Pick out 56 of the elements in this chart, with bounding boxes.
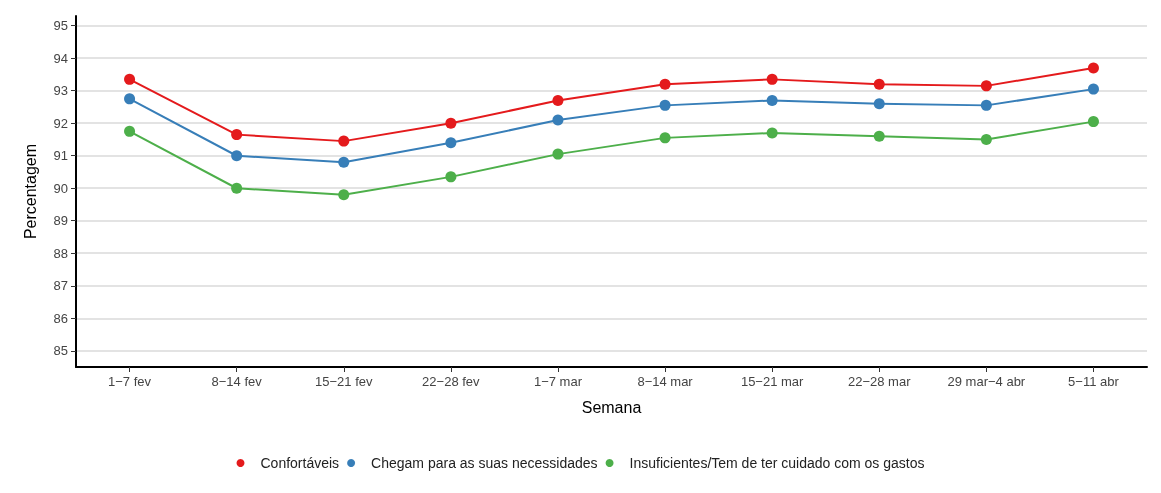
x-tick-label: 22−28 fev xyxy=(422,374,481,389)
x-tick-label: 5−11 abr xyxy=(1068,374,1120,389)
y-tick-label: 87 xyxy=(53,278,68,294)
y-tick-label: 95 xyxy=(53,18,68,34)
point xyxy=(124,73,136,85)
y-tick-label: 86 xyxy=(53,310,68,326)
point xyxy=(766,73,778,85)
point xyxy=(873,98,885,110)
point xyxy=(980,80,992,92)
y-tick-label: 88 xyxy=(53,245,68,261)
y-tick-label: 85 xyxy=(53,343,68,359)
y-tick-label: 89 xyxy=(53,213,68,229)
x-tick-label: 8−14 mar xyxy=(637,374,694,389)
point xyxy=(766,95,778,106)
point xyxy=(659,99,671,111)
y-axis-title: Percentagem xyxy=(21,143,39,240)
point xyxy=(873,130,885,142)
point xyxy=(338,135,350,147)
y-tick-label: 94 xyxy=(53,50,68,66)
y-tick-label: 93 xyxy=(53,83,68,99)
point xyxy=(231,129,243,141)
x-tick-label: 8−14 fev xyxy=(211,374,263,389)
point xyxy=(980,134,992,145)
point xyxy=(338,189,350,201)
y-tick-label: 92 xyxy=(53,115,68,131)
x-tick-label: 29 mar−4 abr xyxy=(947,374,1026,389)
x-tick-label: 15−21 mar xyxy=(740,374,805,389)
y-tick-label: 90 xyxy=(53,180,68,196)
point xyxy=(552,148,564,160)
point xyxy=(124,125,136,137)
point xyxy=(1087,62,1099,74)
legend-label: Confortáveis xyxy=(260,455,340,471)
point xyxy=(231,150,243,162)
point xyxy=(980,99,992,111)
point xyxy=(445,171,457,183)
point xyxy=(338,156,350,168)
x-tick-label: 22−28 mar xyxy=(847,374,912,389)
legend-label: Insuficientes/Tem de ter cuidado com os gastos xyxy=(629,455,925,471)
point xyxy=(1087,116,1099,128)
point xyxy=(552,114,564,126)
point xyxy=(659,132,671,144)
x-axis-title: Semana xyxy=(581,398,642,416)
point xyxy=(231,182,243,194)
point xyxy=(766,127,778,139)
x-tick-label: 1−7 fev xyxy=(108,374,152,389)
point xyxy=(659,78,671,90)
point xyxy=(873,78,885,90)
point xyxy=(124,93,136,105)
x-tick-label: 15−21 fev xyxy=(315,374,373,389)
point xyxy=(445,117,457,129)
point xyxy=(445,137,457,149)
legend-label: Chegam para as suas necessidades xyxy=(371,455,598,471)
y-tick-label: 91 xyxy=(53,148,68,164)
point xyxy=(552,95,564,106)
point xyxy=(1087,83,1099,95)
x-tick-label: 1−7 mar xyxy=(533,374,583,389)
